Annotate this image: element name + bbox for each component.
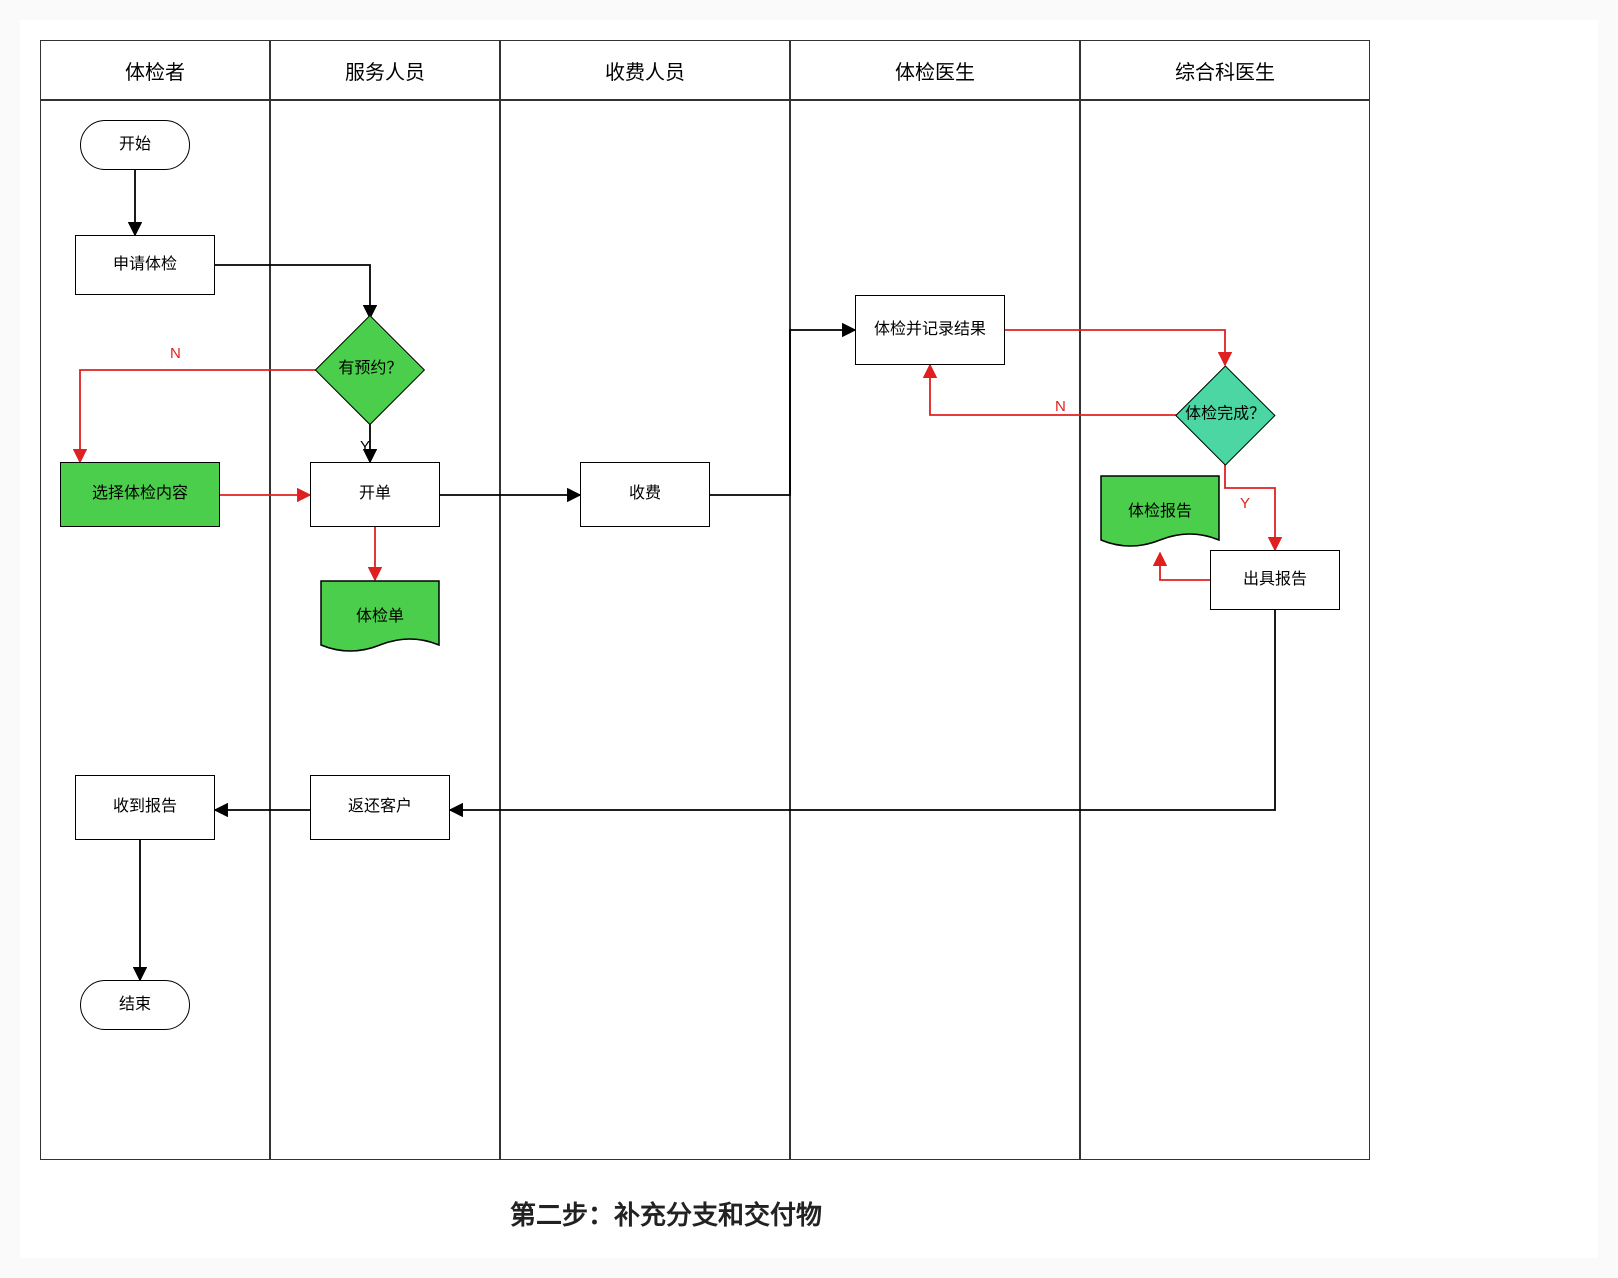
svg-text:体检报告: 体检报告 — [1128, 502, 1192, 520]
node-checkupForm: 体检单 — [320, 580, 440, 658]
node-selectContent: 选择体检内容 — [60, 462, 220, 527]
lane-label: 体检者 — [125, 56, 185, 85]
lane-header-4: 体检医生 — [790, 40, 1080, 100]
lane-body-5 — [1080, 100, 1370, 1160]
lane-label: 综合科医生 — [1175, 56, 1275, 85]
node-report: 体检报告 — [1100, 475, 1220, 553]
svg-text:体检单: 体检单 — [356, 607, 404, 625]
node-openOrder: 开单 — [310, 462, 440, 527]
lane-header-1: 体检者 — [40, 40, 270, 100]
lane-body-3 — [500, 100, 790, 1160]
edge-label-y1: Y — [360, 438, 370, 455]
lane-label: 收费人员 — [605, 56, 685, 85]
node-returnCust: 返还客户 — [310, 775, 450, 840]
node-fee: 收费 — [580, 462, 710, 527]
lane-label: 体检医生 — [895, 56, 975, 85]
lane-header-2: 服务人员 — [270, 40, 500, 100]
flowchart-canvas: 体检者 服务人员 收费人员 体检医生 综合科医生 开始申请体检有预约？选择体检内… — [20, 20, 1598, 1258]
node-apply: 申请体检 — [75, 235, 215, 295]
lane-body-4 — [790, 100, 1080, 1160]
node-gotReport: 收到报告 — [75, 775, 215, 840]
lane-header-3: 收费人员 — [500, 40, 790, 100]
node-end: 结束 — [80, 980, 190, 1030]
edge-label-y2: Y — [1240, 495, 1250, 512]
node-doExam: 体检并记录结果 — [855, 295, 1005, 365]
node-start: 开始 — [80, 120, 190, 170]
caption: 第二步：补充分支和交付物 — [510, 1195, 822, 1232]
lane-header-5: 综合科医生 — [1080, 40, 1370, 100]
edge-label-n2: N — [1055, 398, 1066, 415]
node-issueReport: 出具报告 — [1210, 550, 1340, 610]
lane-label: 服务人员 — [345, 56, 425, 85]
edge-label-n1: N — [170, 345, 181, 362]
